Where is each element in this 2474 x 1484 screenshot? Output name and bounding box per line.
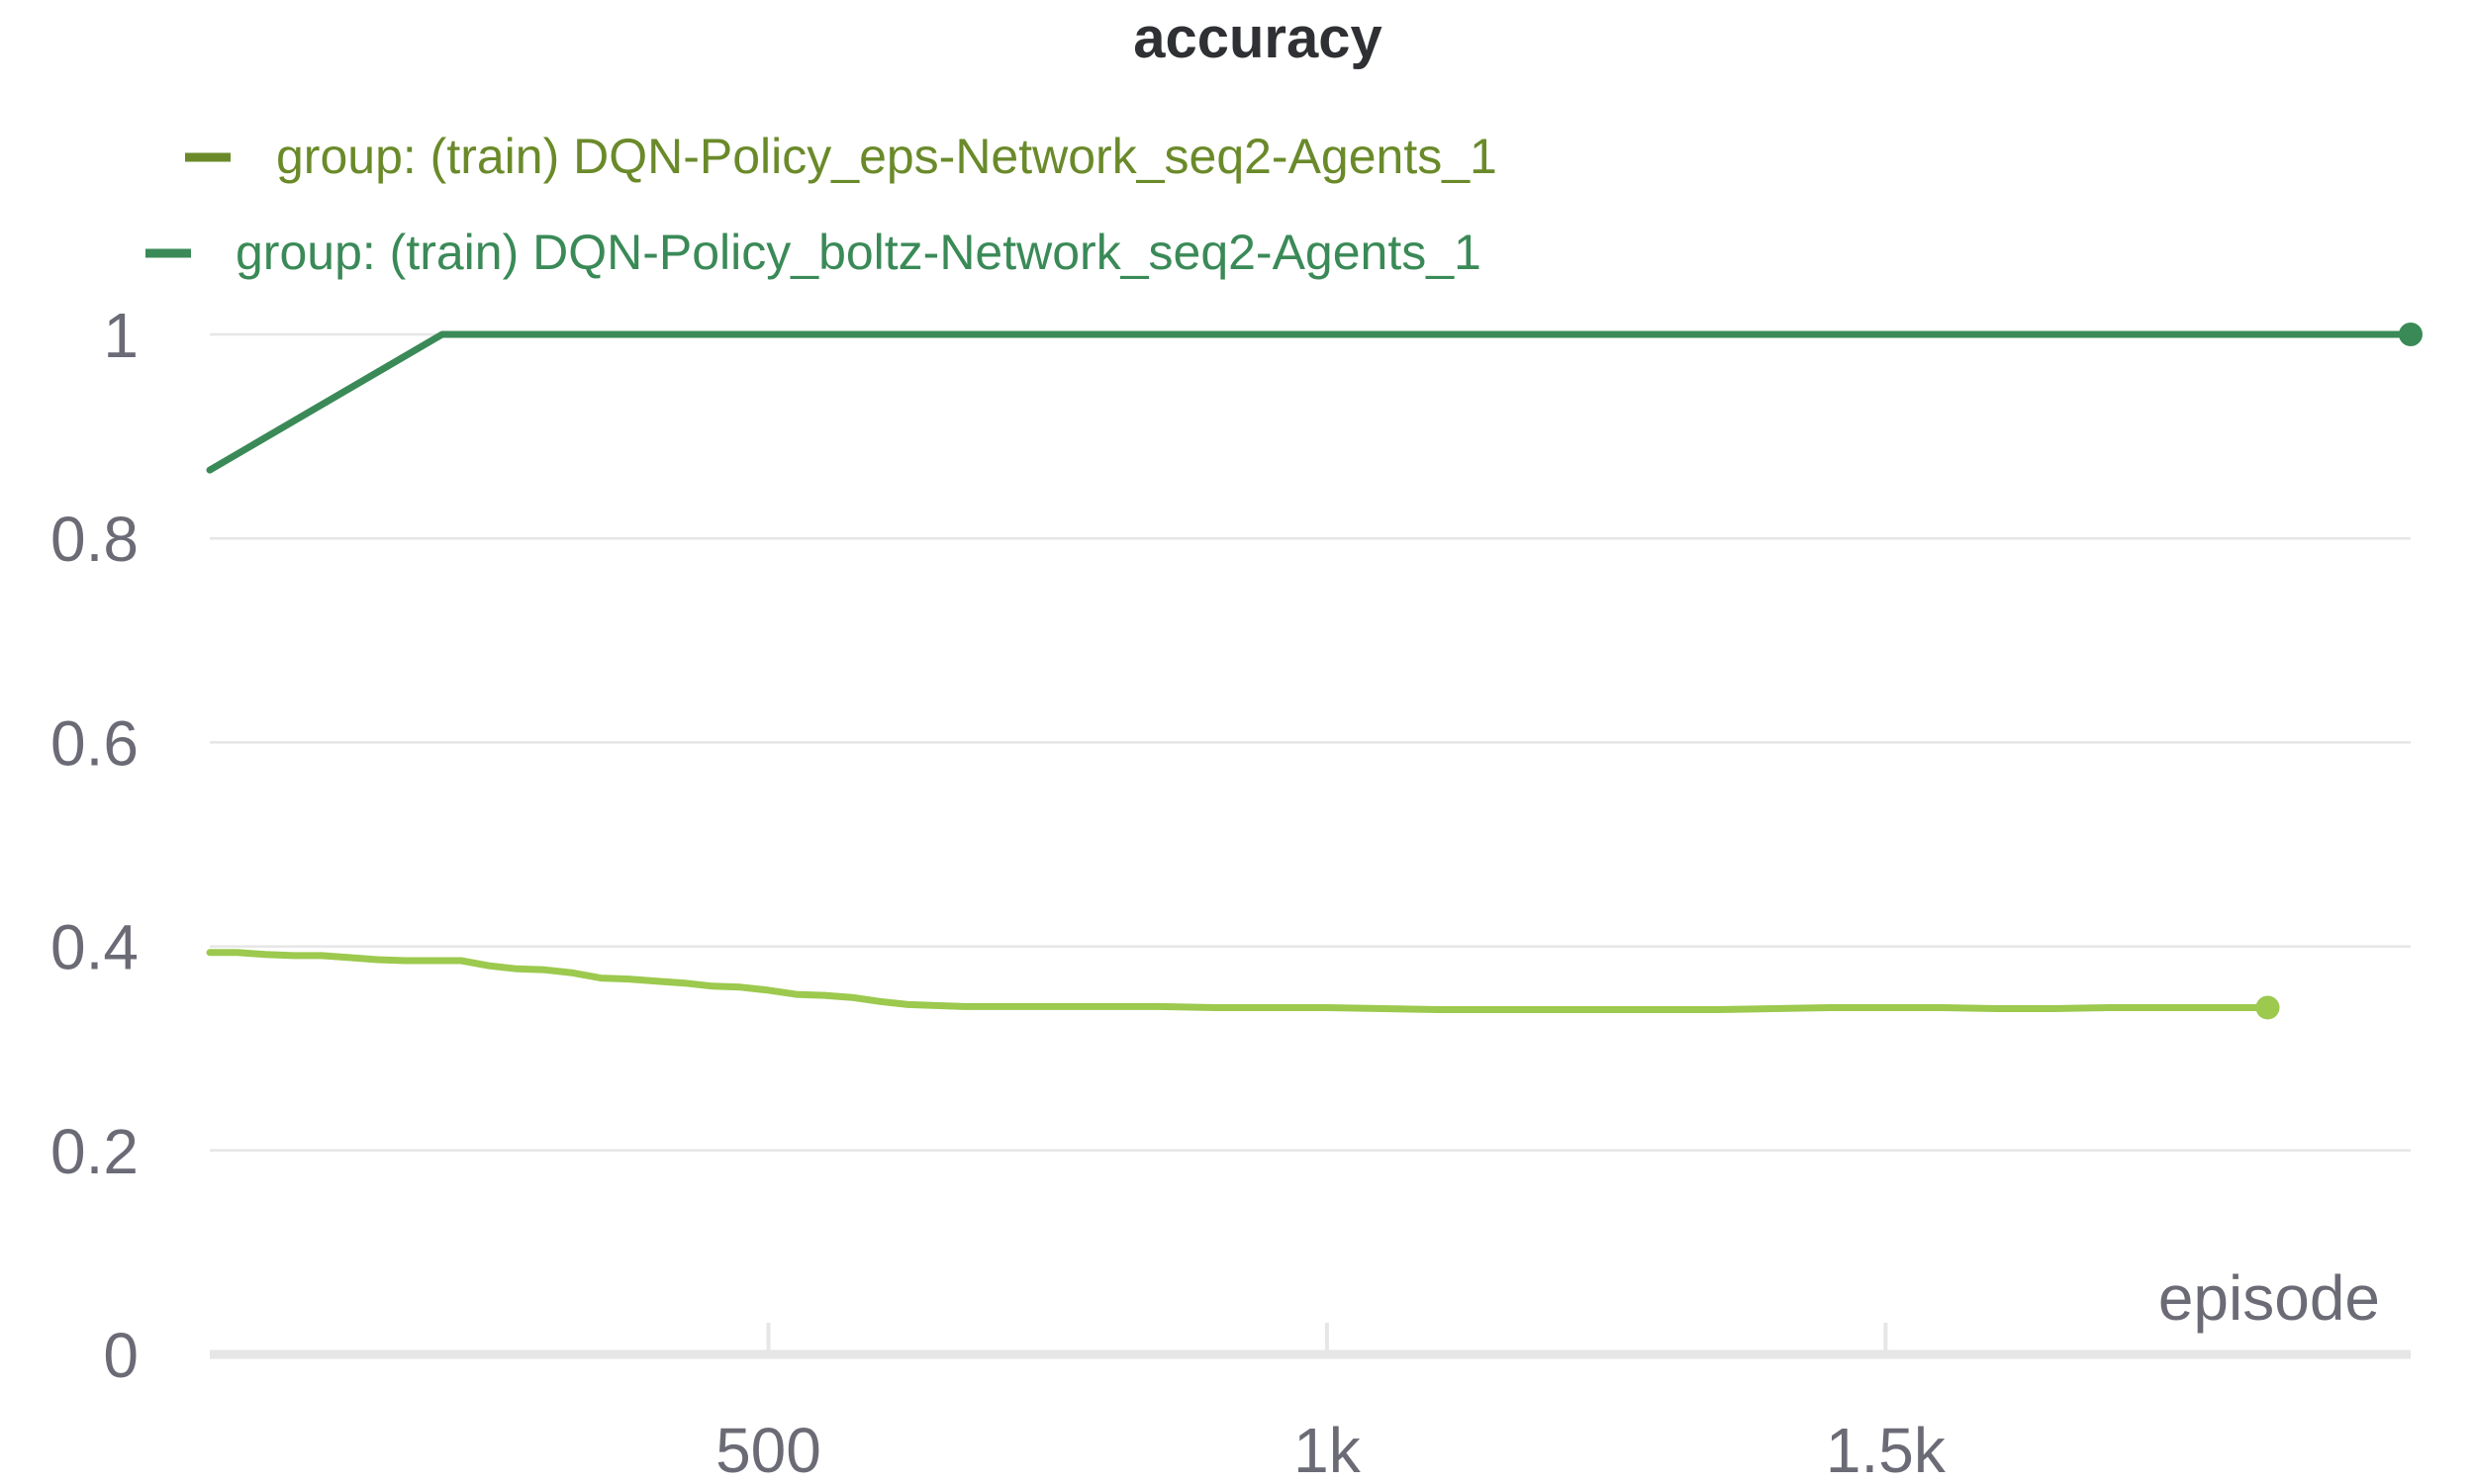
- x-tick-label: 1k: [1293, 1415, 1362, 1484]
- series-endpoint-eps[interactable]: [2255, 995, 2280, 1020]
- legend: group: (train) DQN-Policy_eps-Network_se…: [145, 129, 1497, 280]
- y-tick-label: 0.8: [50, 504, 139, 575]
- series-line-boltz: [206, 330, 2415, 474]
- legend-item-boltz[interactable]: group: (train) DQN-Policy_boltz-Network_…: [145, 225, 1481, 280]
- y-gridlines: [210, 332, 2411, 1153]
- x-tick-label: 500: [715, 1415, 821, 1484]
- series-line-eps: [206, 949, 2271, 1013]
- x-ticks: 500 1k 1.5k: [715, 1323, 1947, 1484]
- y-tick-label: 0.2: [50, 1116, 139, 1187]
- y-tick-label: 0.4: [50, 912, 139, 983]
- series-lines: [206, 323, 2423, 1020]
- y-tick-label: 0.6: [50, 707, 139, 779]
- x-axis-label: episode: [2158, 1262, 2380, 1334]
- y-tick-label: 0: [103, 1320, 139, 1391]
- y-tick-label: 1: [103, 300, 139, 371]
- y-tick-labels: 0 0.2 0.4 0.6 0.8 1: [50, 300, 139, 1391]
- chart-title: accuracy: [1133, 6, 1382, 70]
- legend-label-boltz: group: (train) DQN-Policy_boltz-Network_…: [236, 225, 1481, 280]
- series-endpoint-boltz[interactable]: [2399, 323, 2423, 346]
- legend-item-eps[interactable]: group: (train) DQN-Policy_eps-Network_se…: [185, 129, 1497, 184]
- legend-label-eps: group: (train) DQN-Policy_eps-Network_se…: [276, 129, 1497, 184]
- x-tick-label: 1.5k: [1826, 1415, 1947, 1484]
